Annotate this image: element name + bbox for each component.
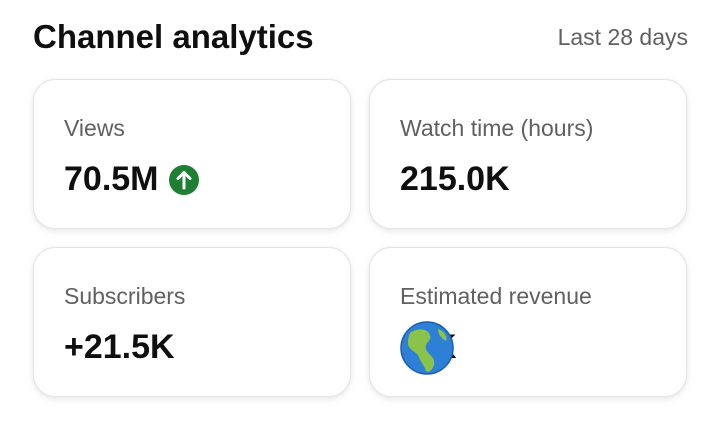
card-value: +21.5K xyxy=(64,328,175,366)
globe-emoji xyxy=(400,321,454,375)
trend-up-icon xyxy=(168,164,199,195)
watch-time-card[interactable]: Watch time (hours) 215.0K xyxy=(369,79,687,229)
card-value-row: 70.5M xyxy=(64,160,199,199)
card-label: Estimated revenue xyxy=(400,283,592,309)
views-card[interactable]: Views 70.5M xyxy=(33,79,351,229)
card-label: Subscribers xyxy=(64,283,186,309)
card-label: Watch time (hours) xyxy=(400,115,594,141)
period-selector[interactable]: Last 28 days xyxy=(557,24,688,50)
card-value: 70.5M xyxy=(64,160,159,198)
card-label: Views xyxy=(64,115,125,141)
revenue-card[interactable]: Estimated revenue K xyxy=(369,247,687,397)
title: Channel analytics xyxy=(33,18,314,55)
subscribers-card[interactable]: Subscribers +21.5K xyxy=(33,247,351,397)
card-value: 215.0K xyxy=(400,160,510,198)
